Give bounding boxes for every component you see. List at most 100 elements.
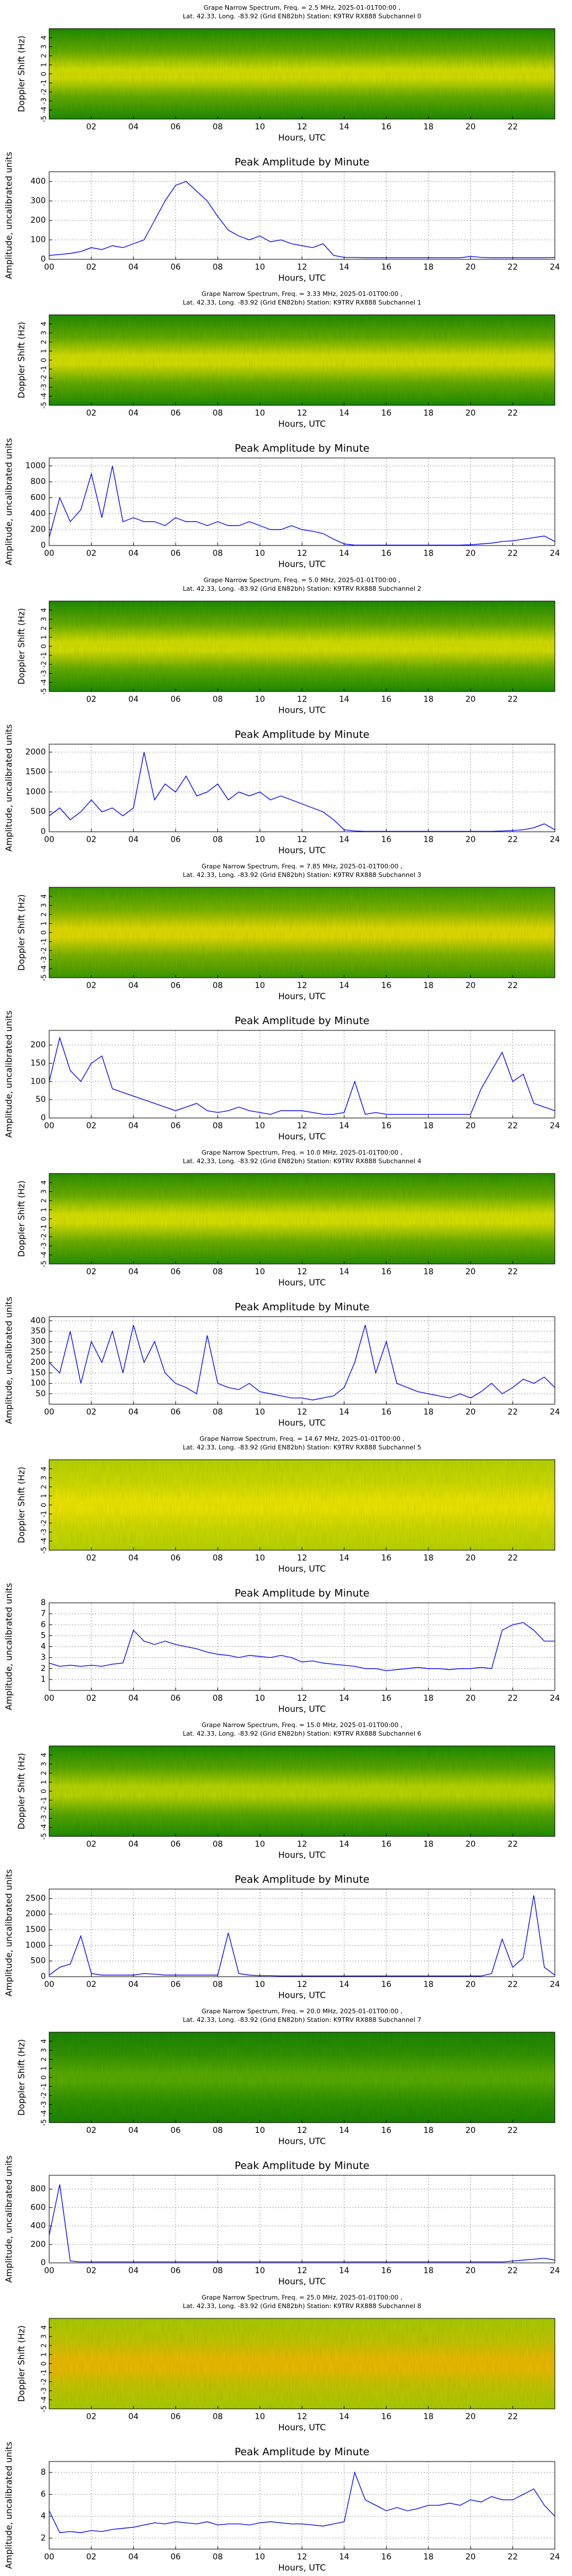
x-tick-label: 02 (86, 695, 97, 704)
amplitude-line (49, 752, 555, 832)
x-tick-label: 00 (44, 2266, 54, 2275)
y-tick-label: 2 (40, 912, 48, 917)
y-tick-label: 100 (30, 1077, 46, 1086)
x-tick-label: 16 (381, 1408, 391, 1417)
y-tick-label: 1 (40, 921, 48, 926)
x-tick-label: 14 (339, 2412, 349, 2421)
x-tick-label: 18 (423, 1554, 434, 1563)
x-tick-label: 06 (170, 1980, 181, 1989)
y-tick-label: 3 (40, 45, 48, 49)
y-tick-label: 5 (41, 1631, 46, 1640)
x-tick-label: 08 (213, 1267, 223, 1277)
y-tick-label: -3 (40, 2101, 48, 2108)
chart-title: Grape Narrow Spectrum, Freq. = 5.0 MHz, … (204, 576, 400, 584)
y-axis-label: Doppler Shift (Hz) (17, 1467, 27, 1543)
chart-subtitle: Lat. 42.33, Long. -83.92 (Grid EN82bh) S… (183, 1157, 422, 1165)
y-tick-label: 100 (30, 1379, 46, 1388)
y-tick-label: 2 (40, 340, 48, 345)
x-tick-label: 24 (550, 2266, 560, 2275)
x-tick-label: 10 (255, 263, 265, 272)
x-tick-label: 02 (86, 2266, 97, 2275)
x-tick-label: 04 (128, 981, 138, 990)
y-tick-label: -1 (40, 366, 48, 373)
y-tick-label: 200 (30, 1358, 46, 1367)
x-tick-label: 12 (297, 835, 307, 844)
x-tick-label: 22 (507, 123, 518, 132)
y-axis-label: Doppler Shift (Hz) (17, 2325, 27, 2402)
y-tick-label: 0 (41, 2258, 46, 2267)
chart-subtitle: Lat. 42.33, Long. -83.92 (Grid EN82bh) S… (183, 1444, 422, 1451)
y-tick-label: 0 (41, 1113, 46, 1123)
y-tick-label: 3 (40, 1190, 48, 1194)
x-tick-label: 06 (170, 2126, 181, 2135)
y-tick-label: -2 (40, 375, 48, 382)
y-tick-label: 150 (30, 1368, 46, 1377)
x-tick-label: 06 (170, 1408, 181, 1417)
x-tick-label: 02 (86, 1980, 97, 1989)
y-tick-label: 3 (40, 1762, 48, 1767)
x-tick-label: 20 (466, 2412, 476, 2421)
x-tick-label: 12 (297, 1694, 307, 1703)
x-tick-label: 20 (466, 2126, 476, 2135)
plot-frame (49, 1316, 555, 1405)
y-tick-label: 4 (41, 1642, 46, 1652)
x-tick-label: 18 (423, 981, 434, 990)
y-tick-label: 2 (41, 1664, 46, 1673)
x-tick-label: 20 (466, 263, 476, 272)
x-tick-label: 20 (466, 1267, 476, 1277)
x-tick-label: 18 (423, 123, 434, 132)
x-axis-label: Hours, UTC (278, 1850, 325, 1860)
x-tick-label: 10 (255, 2412, 265, 2421)
x-tick-label: 10 (255, 1554, 265, 1563)
y-axis-label: Doppler Shift (Hz) (17, 1753, 27, 1830)
x-tick-label: 14 (339, 123, 349, 132)
plot-frame (49, 28, 555, 120)
y-tick-label: 0 (40, 930, 48, 935)
chart-title: Peak Amplitude by Minute (235, 442, 370, 455)
x-tick-label: 02 (86, 549, 97, 558)
x-tick-label: 18 (423, 1267, 434, 1277)
x-tick-label: 16 (381, 123, 391, 132)
plot-frame (49, 2461, 555, 2550)
y-tick-label: 4 (40, 1180, 48, 1185)
chart-title: Grape Narrow Spectrum, Freq. = 25.0 MHz,… (201, 2294, 402, 2301)
x-tick-label: 12 (297, 1554, 307, 1563)
x-tick-label: 02 (86, 1840, 97, 1849)
x-tick-label: 10 (255, 1121, 265, 1131)
x-axis-label: Hours, UTC (278, 991, 325, 1002)
x-tick-label: 16 (381, 549, 391, 558)
y-tick-label: -5 (40, 2119, 48, 2126)
y-tick-label: 2000 (25, 1910, 46, 1919)
y-tick-label: 8 (41, 1598, 46, 1607)
y-tick-label: 2 (40, 1485, 48, 1490)
x-tick-label: 02 (86, 2553, 97, 2562)
y-tick-label: -5 (40, 2405, 48, 2412)
y-tick-label: -2 (40, 947, 48, 954)
plot-frame (49, 1030, 555, 1119)
y-tick-label: -1 (40, 2369, 48, 2376)
x-tick-label: 22 (507, 981, 518, 990)
x-tick-label: 16 (381, 1840, 391, 1849)
y-tick-label: 0 (41, 541, 46, 550)
plot-frame (49, 1888, 555, 1977)
y-tick-label: 2 (40, 626, 48, 631)
x-tick-label: 14 (339, 695, 349, 704)
y-tick-label: 2 (41, 2534, 46, 2543)
x-tick-label: 10 (255, 2126, 265, 2135)
y-tick-label: -5 (40, 1833, 48, 1840)
x-tick-label: 10 (255, 695, 265, 704)
x-tick-label: 10 (255, 2266, 265, 2275)
x-tick-label: 04 (128, 2553, 138, 2562)
y-tick-label: 1 (40, 2066, 48, 2071)
x-tick-label: 22 (507, 409, 518, 418)
x-tick-label: 10 (255, 1840, 265, 1849)
y-tick-label: -2 (40, 1234, 48, 1240)
x-tick-label: 02 (86, 2412, 97, 2421)
x-tick-label: 10 (255, 1408, 265, 1417)
x-tick-label: 10 (255, 123, 265, 132)
x-tick-label: 10 (255, 1267, 265, 1277)
x-axis-label: Hours, UTC (278, 2563, 325, 2573)
y-tick-label: -1 (40, 652, 48, 659)
chart-title: Grape Narrow Spectrum, Freq. = 2.5 MHz, … (204, 4, 400, 11)
